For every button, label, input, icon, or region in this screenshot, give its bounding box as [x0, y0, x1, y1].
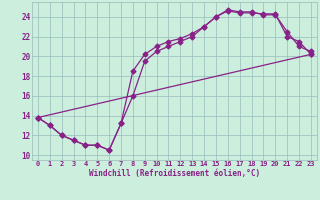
X-axis label: Windchill (Refroidissement éolien,°C): Windchill (Refroidissement éolien,°C): [89, 169, 260, 178]
